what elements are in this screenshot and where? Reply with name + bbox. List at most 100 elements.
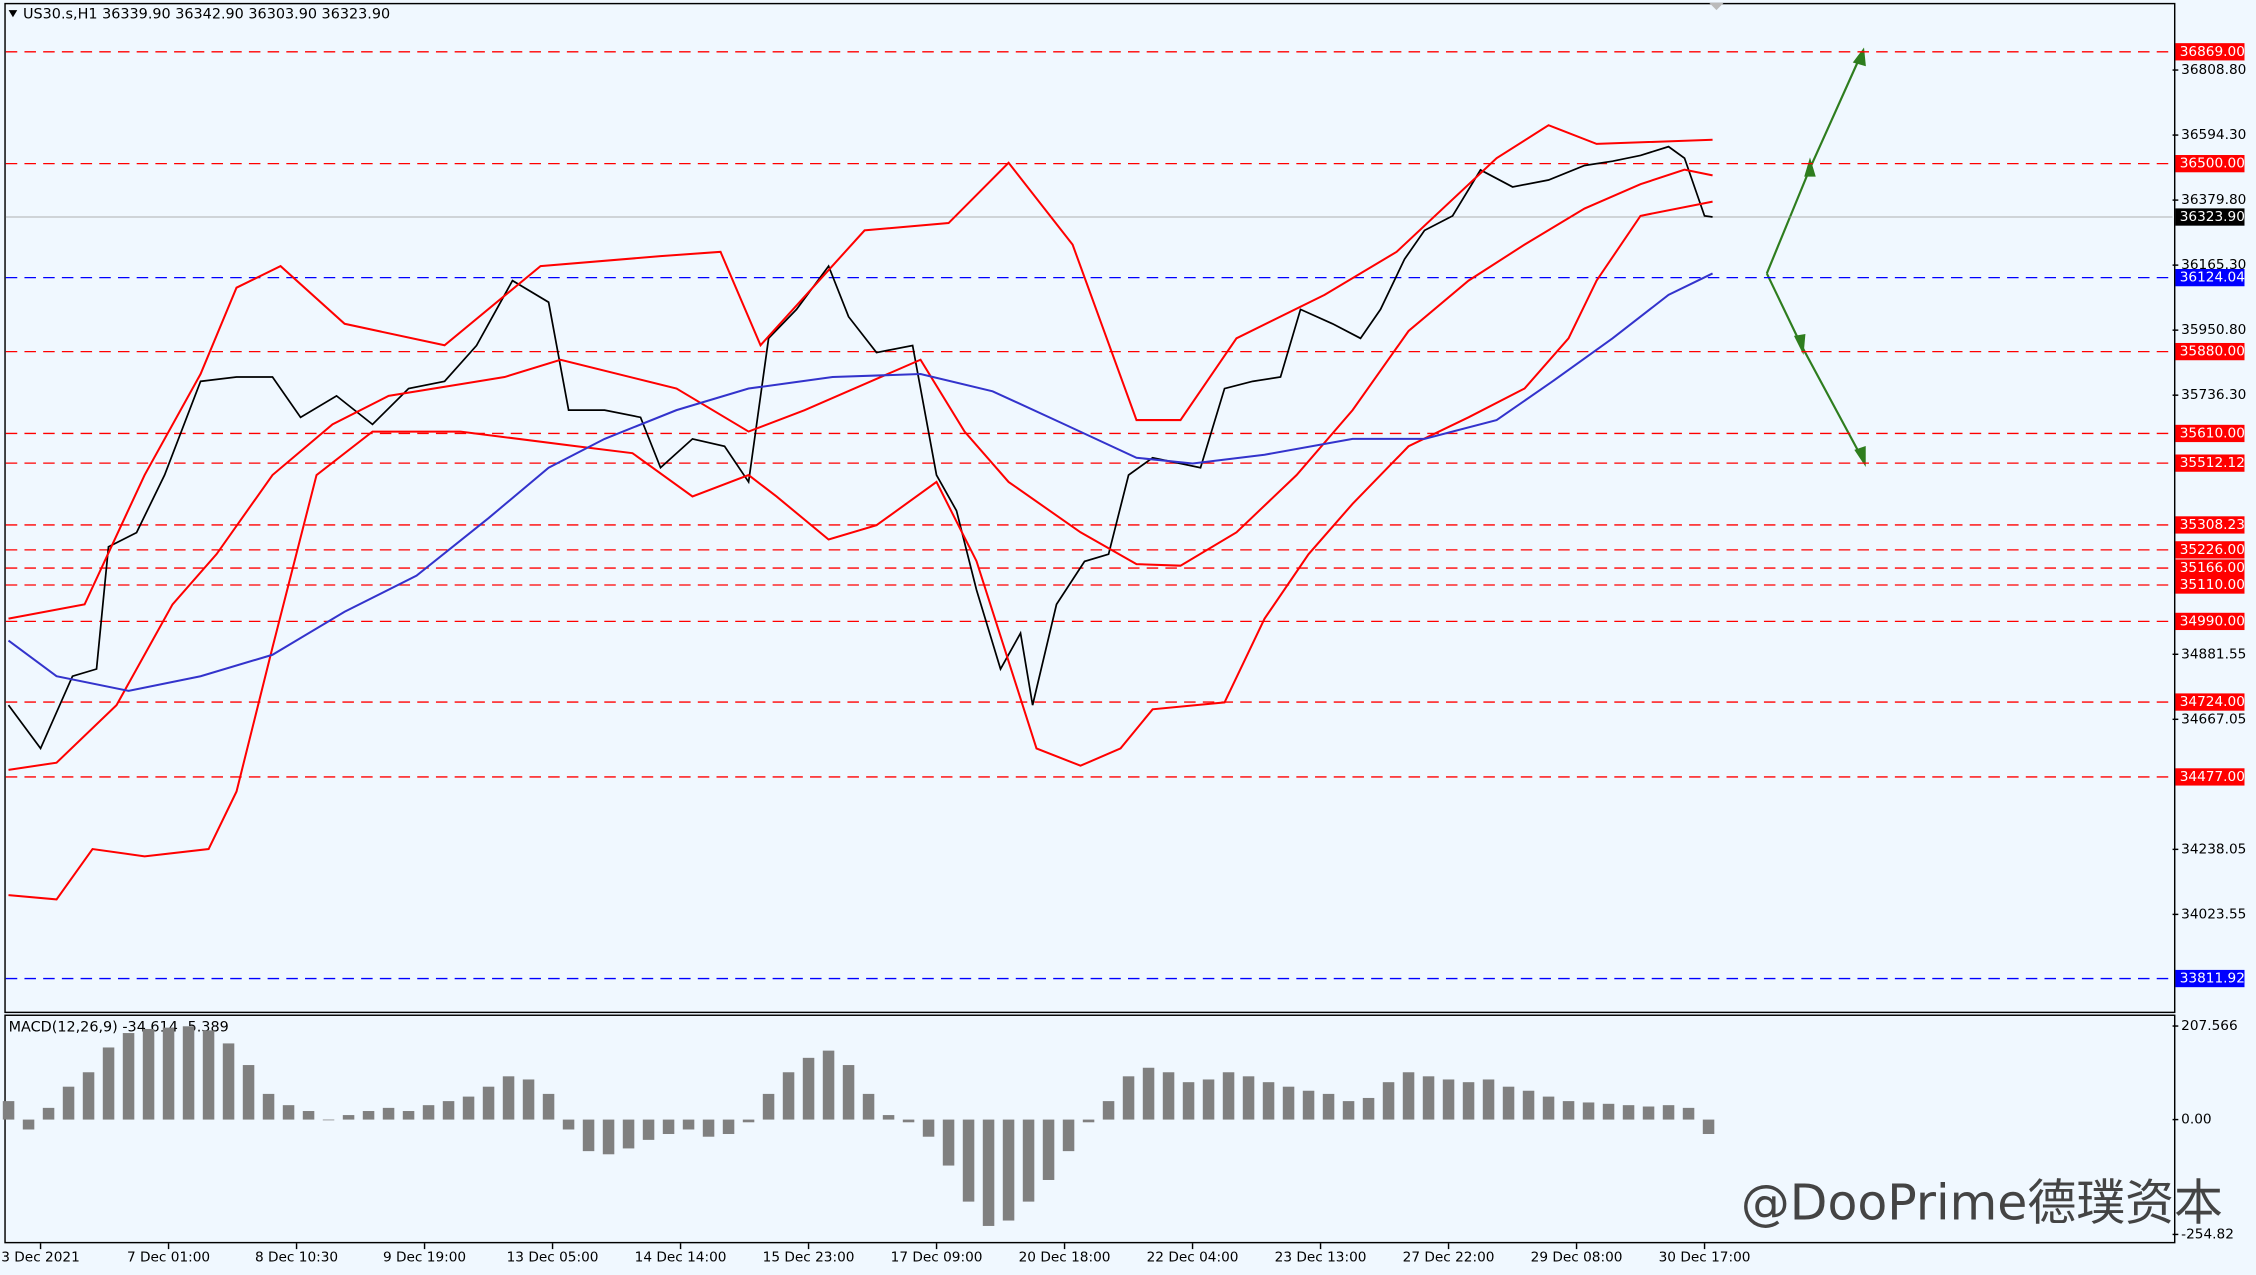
macd-bar: [242, 1065, 255, 1120]
macd-bar: [122, 1033, 135, 1120]
macd-bar: [1122, 1076, 1135, 1120]
macd-bar: [162, 1027, 175, 1120]
menu-triangle[interactable]: [8, 10, 18, 18]
series-line: [8, 124, 1713, 620]
macd-bar: [682, 1119, 695, 1130]
macd-bar: [302, 1111, 315, 1120]
level-label: 36500.00: [2180, 156, 2245, 172]
arrow-line: [1808, 55, 1862, 169]
arrow-line: [1765, 167, 1811, 274]
level-label: 33811.92: [2180, 971, 2245, 987]
x-tick-label: 7 Dec 01:00: [127, 1250, 210, 1266]
x-tick-label: 30 Dec 17:00: [1659, 1250, 1751, 1266]
arrow-line: [1800, 344, 1863, 459]
y-tick-label: 0.00: [2181, 1112, 2211, 1128]
series-line: [8, 200, 1713, 901]
level-label-box: [2175, 155, 2245, 173]
y-tick-label: 34238.05: [2181, 841, 2246, 857]
arrow-line: [1765, 272, 1803, 346]
y-tick-label: 36808.80: [2181, 62, 2246, 78]
macd-bar: [1202, 1079, 1215, 1120]
macd-bar: [2, 1101, 15, 1120]
macd-bar: [1682, 1107, 1695, 1120]
macd-bar: [1402, 1072, 1415, 1120]
level-label: 36124.04: [2180, 270, 2245, 286]
level-label-box: [2175, 454, 2245, 472]
chart-title: US30.s,H1 36339.90 36342.90 36303.90 363…: [23, 6, 390, 22]
macd-bar: [262, 1093, 275, 1120]
macd-bar: [1022, 1119, 1035, 1202]
macd-bar: [1362, 1097, 1375, 1120]
level-label: 36323.90: [2180, 209, 2245, 225]
arrow-head: [1793, 334, 1806, 356]
macd-bar: [1482, 1079, 1495, 1120]
x-tick-label: 13 Dec 05:00: [507, 1250, 599, 1266]
y-tick-label: 34023.55: [2181, 906, 2246, 922]
macd-frame: [4, 1014, 2176, 1244]
arrow-head: [1852, 47, 1866, 67]
macd-bar: [702, 1119, 715, 1137]
macd-bar: [962, 1119, 975, 1202]
macd-bar: [1462, 1082, 1475, 1120]
series-line: [7, 272, 1714, 692]
macd-bar: [1142, 1067, 1155, 1120]
macd-bar: [1082, 1119, 1095, 1123]
macd-bar: [1602, 1103, 1615, 1120]
level-label-box: [2175, 576, 2245, 594]
level-label: 35880.00: [2180, 344, 2245, 360]
level-label: 35308.23: [2180, 517, 2245, 533]
macd-bar: [1282, 1086, 1295, 1120]
macd-bar: [462, 1096, 475, 1120]
macd-bar: [842, 1065, 855, 1120]
macd-bar: [422, 1105, 435, 1120]
macd-bar: [382, 1107, 395, 1120]
macd-bar: [762, 1093, 775, 1120]
macd-bar: [182, 1026, 195, 1120]
level-label-box: [2175, 268, 2245, 287]
watermark: @DooPrime德璞资本: [1741, 1174, 2223, 1231]
macd-bar: [782, 1072, 795, 1120]
macd-bar: [142, 1028, 155, 1120]
macd-bar: [282, 1105, 295, 1120]
macd-bar: [642, 1119, 655, 1140]
macd-bar: [1582, 1102, 1595, 1120]
macd-bar: [322, 1119, 335, 1121]
macd-bar: [982, 1119, 995, 1226]
macd-bar: [942, 1119, 955, 1166]
macd-bar: [562, 1119, 575, 1130]
macd-bar: [542, 1093, 555, 1120]
y-tick-label: 36594.30: [2181, 127, 2246, 143]
macd-bar: [1162, 1072, 1175, 1120]
macd-bar: [862, 1093, 875, 1120]
level-label: 34724.00: [2180, 694, 2245, 710]
y-tick-label: 36379.80: [2181, 192, 2246, 208]
series-line: [7, 145, 1713, 751]
x-tick-label: 23 Dec 13:00: [1275, 1250, 1367, 1266]
macd-bar: [102, 1047, 115, 1120]
y-tick-label: 34881.55: [2181, 646, 2246, 662]
macd-bar: [1562, 1101, 1575, 1120]
x-tick-label: 27 Dec 22:00: [1403, 1250, 1495, 1266]
level-label: 34477.00: [2180, 769, 2245, 785]
level-label-box: [2175, 516, 2245, 534]
macd-bar: [1422, 1076, 1435, 1120]
y-tick-label: 34667.05: [2181, 711, 2246, 727]
macd-bar: [1522, 1090, 1535, 1120]
x-tick-label: 29 Dec 08:00: [1531, 1250, 1623, 1266]
macd-bar: [662, 1119, 675, 1135]
level-label: 35110.00: [2180, 577, 2245, 593]
macd-bar: [1222, 1072, 1235, 1120]
macd-bar: [222, 1043, 235, 1120]
macd-bar: [362, 1111, 375, 1120]
macd-bar: [402, 1111, 415, 1120]
macd-bar: [42, 1107, 55, 1120]
level-label: 36869.00: [2180, 44, 2245, 60]
macd-bar: [1102, 1101, 1115, 1120]
macd-bar: [1642, 1106, 1655, 1120]
forecast-arrows: [1765, 47, 1866, 467]
macd-bar: [1062, 1119, 1075, 1152]
level-label-box: [2175, 424, 2245, 443]
macd-bar: [1242, 1076, 1255, 1120]
